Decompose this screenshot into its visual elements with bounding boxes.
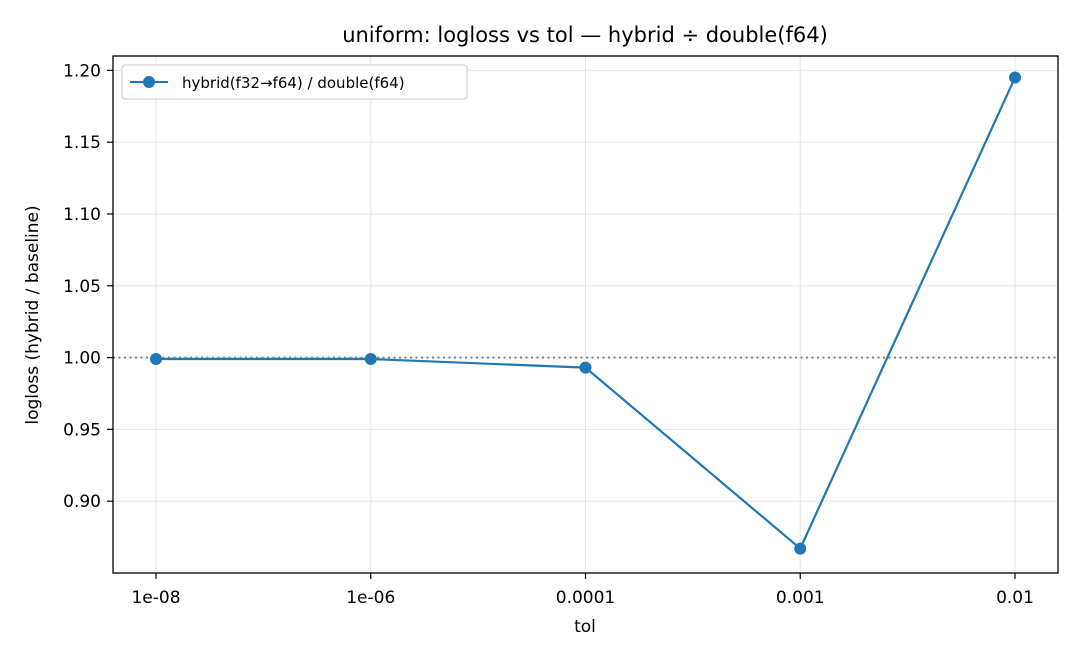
y-tick-label: 1.20 bbox=[63, 61, 101, 81]
x-tick-label: 0.001 bbox=[776, 588, 825, 608]
x-axis-ticks: 1e-08 1e-06 0.0001 0.001 0.01 bbox=[131, 573, 1034, 608]
data-point bbox=[1009, 71, 1021, 84]
x-axis-label: tol bbox=[574, 617, 596, 637]
y-tick-label: 1.15 bbox=[63, 133, 101, 153]
data-point bbox=[150, 353, 162, 366]
y-tick-label: 1.10 bbox=[63, 205, 101, 225]
grid bbox=[113, 56, 1058, 573]
series-group bbox=[150, 71, 1021, 555]
x-tick-label: 0.01 bbox=[996, 588, 1034, 608]
x-tick-label: 1e-08 bbox=[131, 588, 180, 608]
y-tick-label: 1.00 bbox=[63, 349, 101, 369]
legend-label: hybrid(f32→f64) / double(f64) bbox=[182, 74, 405, 92]
y-tick-label: 1.05 bbox=[63, 277, 101, 297]
y-axis-ticks: 0.90 0.95 1.00 1.05 1.10 1.15 1.20 bbox=[63, 61, 113, 512]
y-axis-label: logloss (hybrid / baseline) bbox=[23, 205, 43, 424]
legend: hybrid(f32→f64) / double(f64) bbox=[121, 64, 468, 100]
data-point bbox=[579, 361, 592, 374]
x-tick-label: 0.0001 bbox=[556, 588, 615, 608]
y-tick-label: 0.90 bbox=[63, 492, 101, 512]
chart-title: uniform: logloss vs tol — hybrid ÷ doubl… bbox=[342, 23, 828, 47]
y-tick-label: 0.95 bbox=[63, 420, 101, 440]
data-point bbox=[794, 542, 807, 555]
legend-marker-swatch bbox=[143, 76, 155, 88]
x-tick-label: 1e-06 bbox=[346, 588, 395, 608]
data-point bbox=[364, 353, 377, 366]
legend-box bbox=[121, 64, 468, 100]
